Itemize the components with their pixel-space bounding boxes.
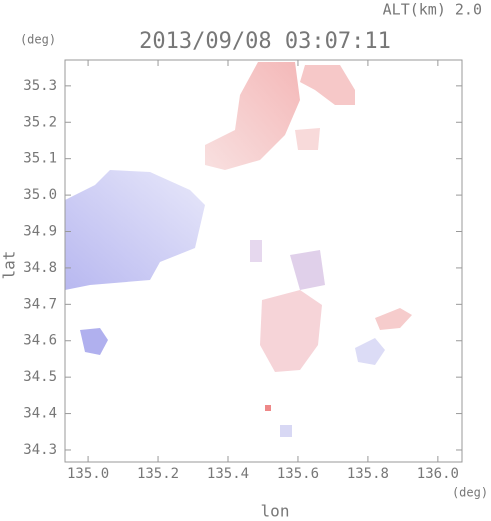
y-axis-label: lat [0, 251, 19, 280]
x-tick-label: 135.2 [137, 466, 179, 482]
plot-frame [64, 59, 463, 463]
x-tick-label: 135.6 [277, 466, 319, 482]
altitude-label: ALT(km) 2.0 [383, 1, 482, 19]
chart-title: 2013/09/08 03:07:11 [139, 29, 391, 54]
echo-blob [355, 338, 385, 365]
y-unit: (deg) [20, 33, 56, 47]
echo-blob [260, 290, 322, 372]
x-tick-label: 135.4 [207, 466, 249, 482]
x-unit: (deg) [452, 486, 488, 500]
y-tick-label: 35.2 [23, 114, 57, 130]
echo-blob [265, 405, 271, 411]
y-tick-label: 34.6 [23, 333, 57, 349]
echo-blob [280, 425, 292, 437]
echo-blob [295, 128, 320, 150]
y-tick-label: 34.7 [23, 296, 57, 312]
y-tick-label: 34.5 [23, 369, 57, 385]
y-tick-label: 34.9 [23, 224, 57, 240]
x-axis-label: lon [261, 502, 290, 521]
echo-blob [300, 65, 355, 105]
y-tick-label: 35.3 [23, 78, 57, 94]
echo-regions [65, 62, 412, 437]
y-tick-label: 35.1 [23, 151, 57, 167]
echo-blob [250, 240, 262, 262]
echo-blob [375, 308, 412, 330]
echo-blob [80, 328, 108, 355]
x-tick-label: 135.8 [347, 466, 389, 482]
echo-blob [290, 250, 325, 290]
echo-blob [65, 170, 205, 290]
x-tick-label: 135.0 [67, 466, 109, 482]
y-tick-label: 34.4 [23, 406, 57, 422]
y-tick-label: 34.8 [23, 260, 57, 276]
y-tick-label: 35.0 [23, 187, 57, 203]
x-tick-label: 136.0 [417, 466, 459, 482]
echo-blob [205, 62, 300, 170]
y-tick-label: 34.3 [23, 442, 57, 458]
